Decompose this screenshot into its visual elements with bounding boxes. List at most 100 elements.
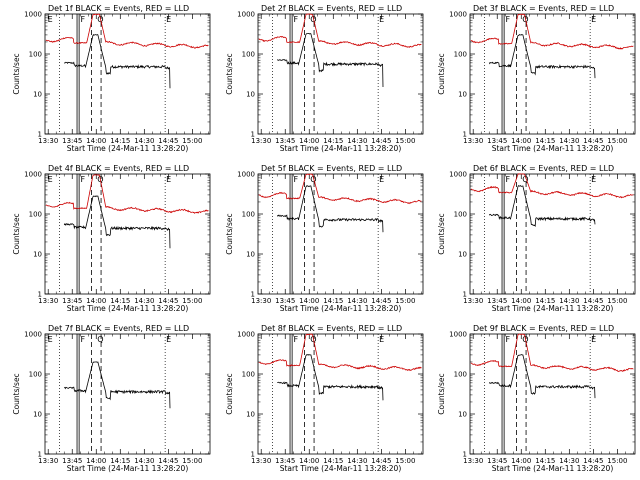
interval-marker-f: F	[80, 175, 85, 184]
x-tick-label: 13:30	[463, 297, 483, 305]
y-axis-label: Counts/sec	[12, 213, 21, 254]
detector-panel-2: Det 2f BLACK = Events, RED = LLD 1 10 100 10…	[225, 4, 424, 153]
x-tick-label: 13:45	[62, 457, 82, 465]
y-tick-label: 1	[38, 131, 42, 139]
lld-series-line	[258, 173, 422, 205]
x-tick-label: 14:00	[511, 137, 531, 145]
interval-marker-e: E	[379, 335, 384, 344]
x-tick-label: 14:15	[535, 297, 555, 305]
detector-panel-1: Det 1f BLACK = Events, RED = LLD 1 10 100 10…	[12, 4, 211, 153]
x-tick-label: 14:30	[347, 297, 367, 305]
lld-series-line	[470, 13, 634, 50]
lld-series-line	[470, 333, 634, 372]
y-axis-label: Counts/sec	[12, 53, 21, 94]
y-tick-label: 100	[29, 371, 42, 379]
x-tick-label: 14:00	[511, 297, 531, 305]
x-tick-label: 13:45	[487, 457, 507, 465]
lld-series-line	[45, 13, 209, 49]
y-tick-label: 10	[458, 91, 467, 99]
panel-title: Det 4f BLACK = Events, RED = LLD	[48, 164, 189, 173]
x-tick-label: 13:30	[251, 457, 271, 465]
panel-title: Det 3f BLACK = Events, RED = LLD	[473, 4, 614, 13]
x-axis-label: Start Time (24-Mar-11 13:28:20)	[492, 464, 614, 473]
y-axis-label: Counts/sec	[437, 213, 446, 254]
x-tick-label: 14:30	[559, 297, 579, 305]
x-tick-label: 15:00	[395, 297, 415, 305]
x-axis-label: Start Time (24-Mar-11 13:28:20)	[492, 304, 614, 313]
lld-series-line	[258, 333, 422, 372]
x-axis-label: Start Time (24-Mar-11 13:28:20)	[280, 144, 402, 153]
x-tick-label: 14:45	[583, 457, 603, 465]
events-series-line	[63, 195, 171, 249]
plot-frame	[469, 13, 636, 135]
x-axis-label: Start Time (24-Mar-11 13:28:20)	[67, 464, 189, 473]
x-tick-label: 14:00	[299, 137, 319, 145]
y-axis-label: Counts/sec	[437, 53, 446, 94]
y-axis-label: Counts/sec	[225, 53, 234, 94]
x-tick-label: 14:45	[371, 137, 391, 145]
y-tick-label: 1	[38, 451, 42, 459]
x-tick-label: 14:15	[110, 297, 130, 305]
y-axis-label: Counts/sec	[225, 213, 234, 254]
events-series-line	[277, 353, 384, 401]
x-tick-label: 14:15	[323, 457, 343, 465]
interval-marker-e: E	[166, 175, 171, 184]
y-tick-label: 10	[246, 251, 255, 259]
y-tick-label: 100	[454, 211, 467, 219]
y-tick-label: 1	[463, 131, 467, 139]
interval-marker-e: E	[379, 15, 384, 24]
plot-frame	[44, 13, 211, 135]
y-tick-label: 10	[458, 251, 467, 259]
x-tick-label: 14:30	[134, 297, 154, 305]
panel-title: Det 9f BLACK = Events, RED = LLD	[473, 324, 614, 333]
plot-frame	[257, 333, 424, 455]
y-tick-label: 1	[251, 451, 255, 459]
x-tick-label: 13:45	[62, 297, 82, 305]
lld-series-line	[45, 174, 209, 214]
y-tick-label: 100	[242, 371, 255, 379]
y-tick-label: 10	[33, 411, 42, 419]
y-tick-label: 100	[242, 211, 255, 219]
x-tick-label: 14:15	[535, 137, 555, 145]
x-tick-label: 14:30	[559, 137, 579, 145]
x-axis-label: Start Time (24-Mar-11 13:28:20)	[67, 144, 189, 153]
plot-frame	[257, 13, 424, 135]
x-tick-label: 14:30	[347, 457, 367, 465]
x-tick-label: 14:45	[158, 457, 178, 465]
x-tick-label: 14:45	[371, 457, 391, 465]
x-tick-label: 15:00	[182, 457, 202, 465]
events-series-line	[63, 34, 171, 89]
x-axis-label: Start Time (24-Mar-11 13:28:20)	[280, 304, 402, 313]
interval-marker-e: E	[591, 335, 596, 344]
x-tick-label: 14:00	[299, 457, 319, 465]
events-series-line	[488, 354, 596, 399]
interval-marker-e: E	[48, 15, 53, 24]
y-tick-label: 1	[251, 131, 255, 139]
events-series-line	[64, 361, 171, 409]
interval-marker-e: E	[48, 335, 53, 344]
x-tick-label: 14:15	[535, 457, 555, 465]
x-tick-label: 14:00	[86, 297, 106, 305]
plot-frame	[469, 173, 636, 295]
x-tick-label: 14:30	[559, 457, 579, 465]
x-tick-label: 13:30	[463, 457, 483, 465]
panel-title: Det 7f BLACK = Events, RED = LLD	[48, 324, 189, 333]
x-tick-label: 14:00	[86, 457, 106, 465]
y-tick-label: 1000	[449, 11, 467, 19]
y-tick-label: 10	[33, 251, 42, 259]
interval-marker-f: F	[293, 15, 298, 24]
plot-frame	[44, 333, 211, 455]
x-tick-label: 14:00	[511, 457, 531, 465]
x-tick-label: 14:30	[347, 137, 367, 145]
x-tick-label: 13:30	[251, 137, 271, 145]
y-tick-label: 1	[463, 291, 467, 299]
x-tick-label: 13:45	[275, 457, 295, 465]
x-tick-label: 14:30	[134, 457, 154, 465]
interval-marker-f: F	[80, 15, 85, 24]
y-tick-label: 10	[33, 91, 42, 99]
x-axis-label: Start Time (24-Mar-11 13:28:20)	[280, 464, 402, 473]
x-tick-label: 14:45	[158, 297, 178, 305]
x-tick-label: 13:45	[275, 297, 295, 305]
interval-marker-f: F	[293, 175, 298, 184]
y-tick-label: 100	[242, 51, 255, 59]
